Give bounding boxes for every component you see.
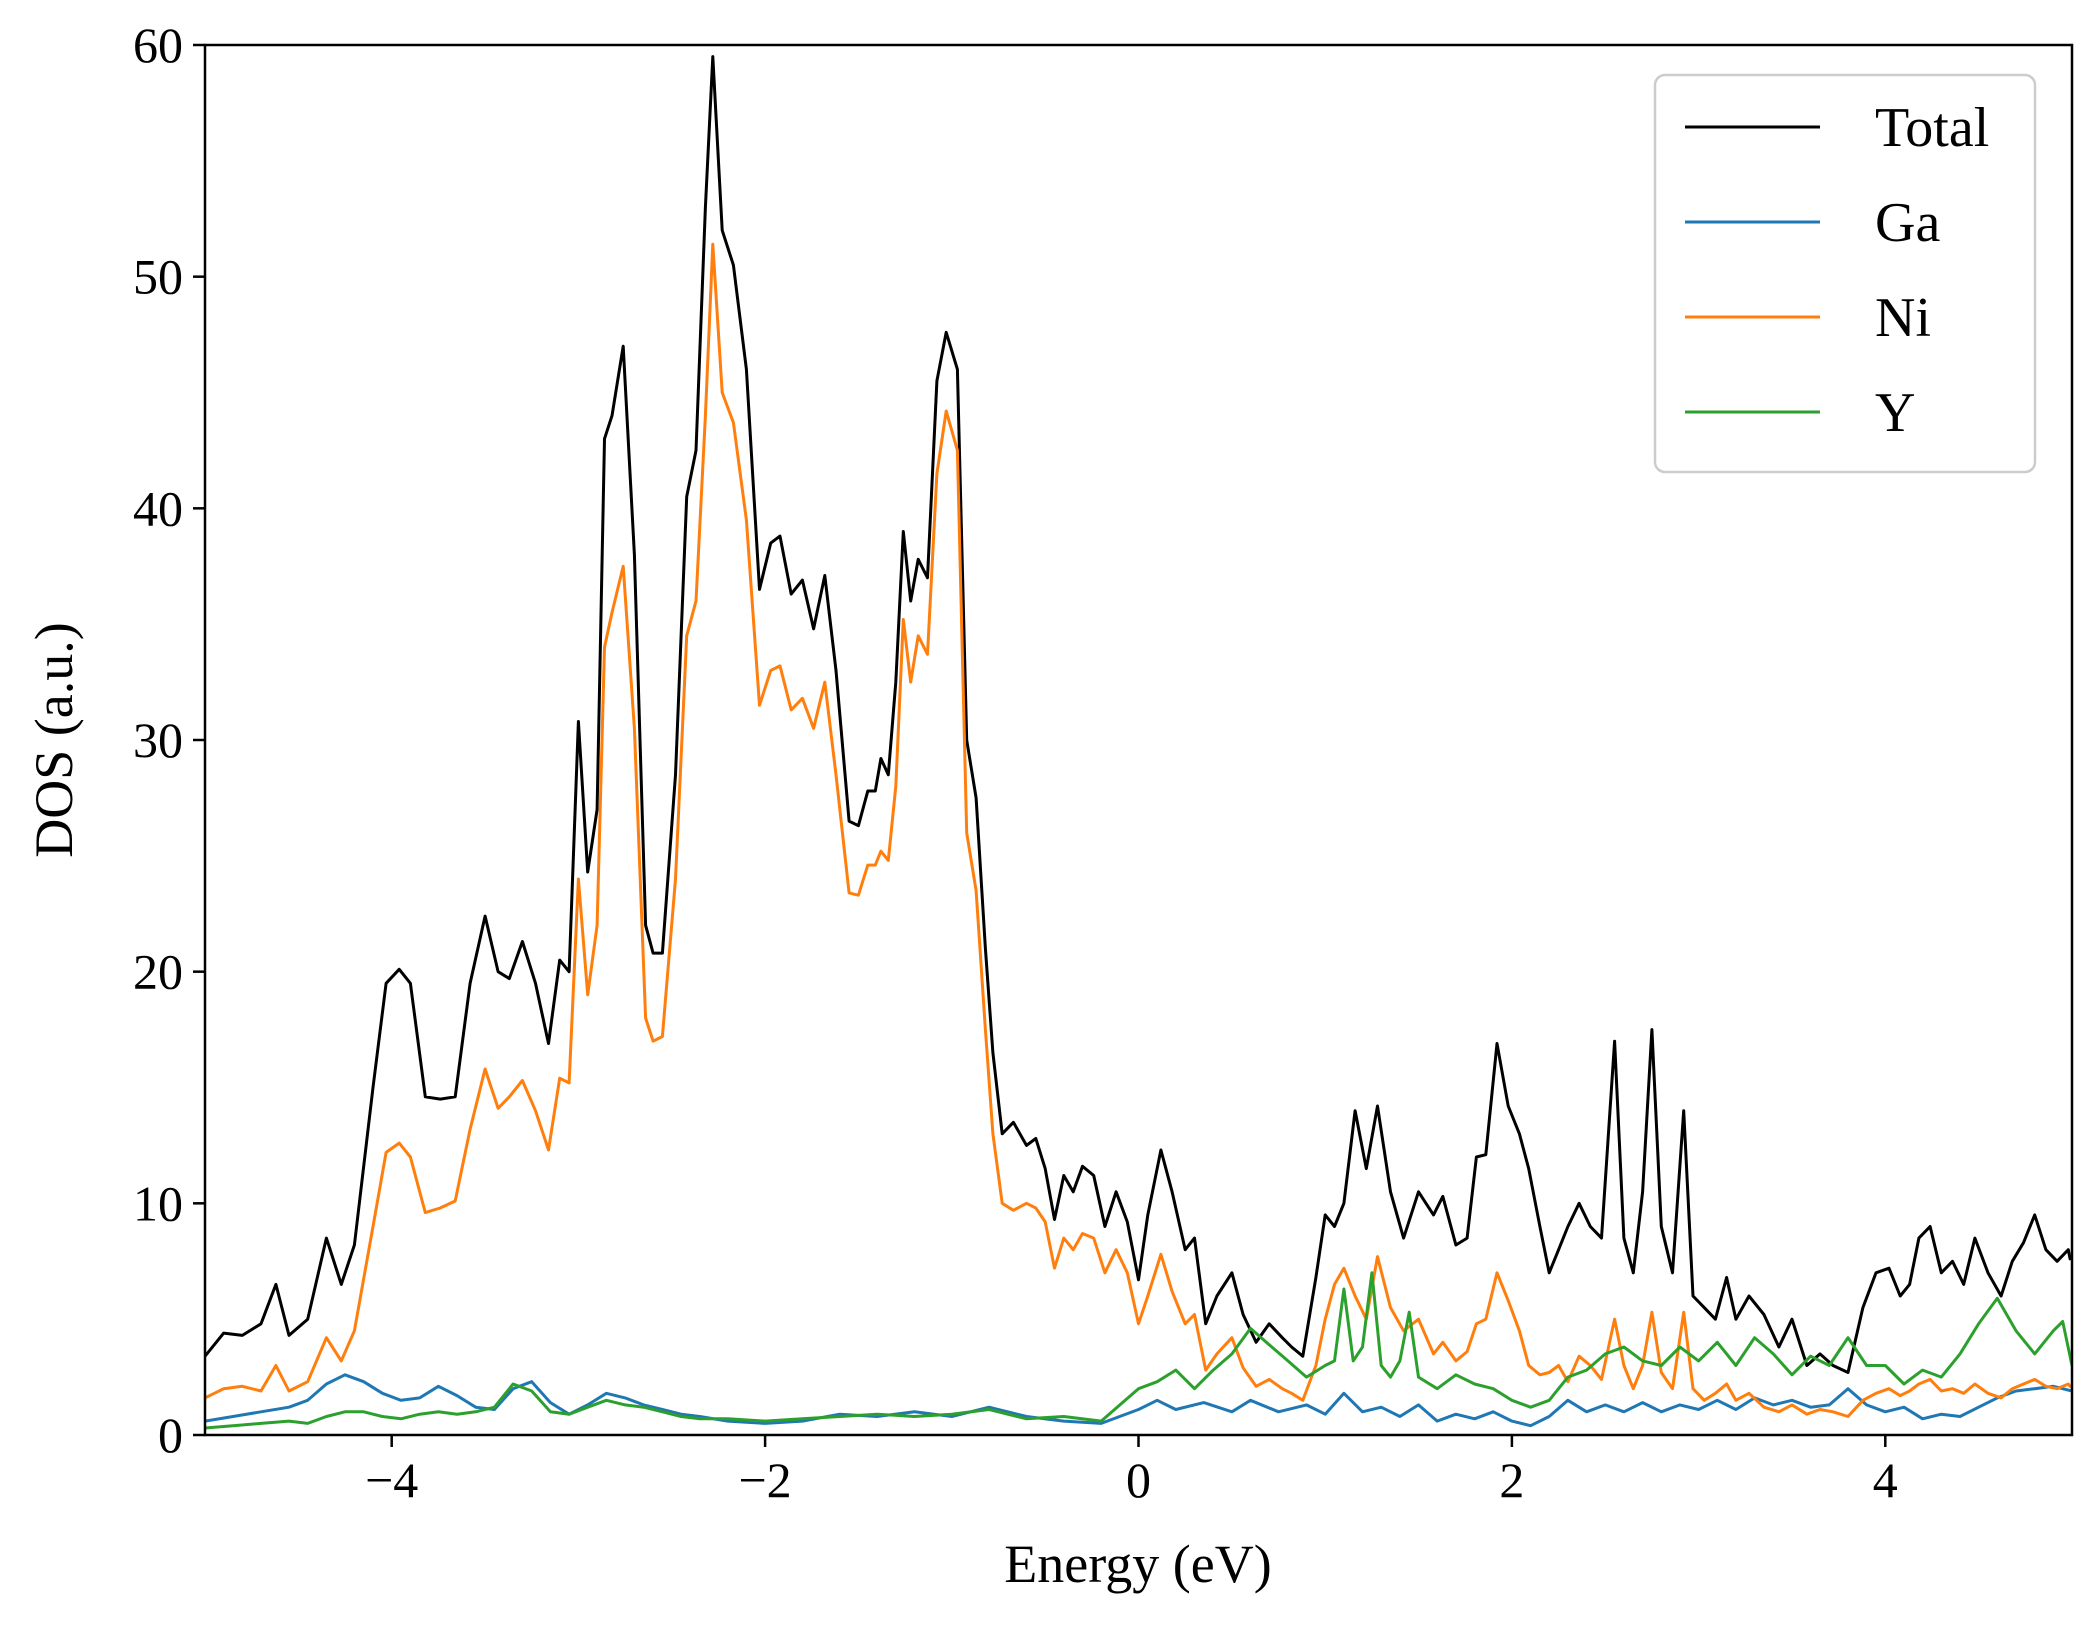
- x-axis-label: Energy (eV): [1004, 1534, 1271, 1594]
- series-line-ga: [205, 1373, 2072, 1428]
- y-tick-label: 50: [133, 249, 183, 305]
- y-tick-label: 20: [133, 944, 183, 1000]
- legend: Total Ga Ni Y: [1653, 73, 2037, 474]
- y-tick-label: 10: [133, 1175, 183, 1231]
- series-line-ni: [205, 242, 2072, 1418]
- y-tick-label: 40: [133, 480, 183, 536]
- y-tick-label: 30: [133, 712, 183, 768]
- legend-box: [1653, 73, 2037, 474]
- legend-label-y: Y: [1875, 382, 1915, 444]
- series-line-y: [205, 1271, 2072, 1430]
- legend-label-ni: Ni: [1875, 287, 1931, 349]
- x-tick-label: −4: [365, 1452, 418, 1508]
- x-tick-label: 2: [1499, 1452, 1524, 1508]
- x-tick-label: 0: [1126, 1452, 1151, 1508]
- series-layer: [205, 55, 2072, 1430]
- y-axis: 0 10 20 30 40 50 60: [133, 17, 205, 1463]
- x-tick-label: 4: [1873, 1452, 1898, 1508]
- series-line-total: [205, 55, 2072, 1374]
- y-axis-label: DOS (a.u.): [24, 622, 84, 857]
- y-tick-label: 0: [158, 1407, 183, 1463]
- legend-label-ga: Ga: [1875, 192, 1940, 254]
- x-axis: −4 −2 0 2 4: [365, 1435, 1898, 1508]
- y-tick-label: 60: [133, 17, 183, 73]
- legend-label-total: Total: [1875, 97, 1989, 159]
- x-tick-label: −2: [738, 1452, 791, 1508]
